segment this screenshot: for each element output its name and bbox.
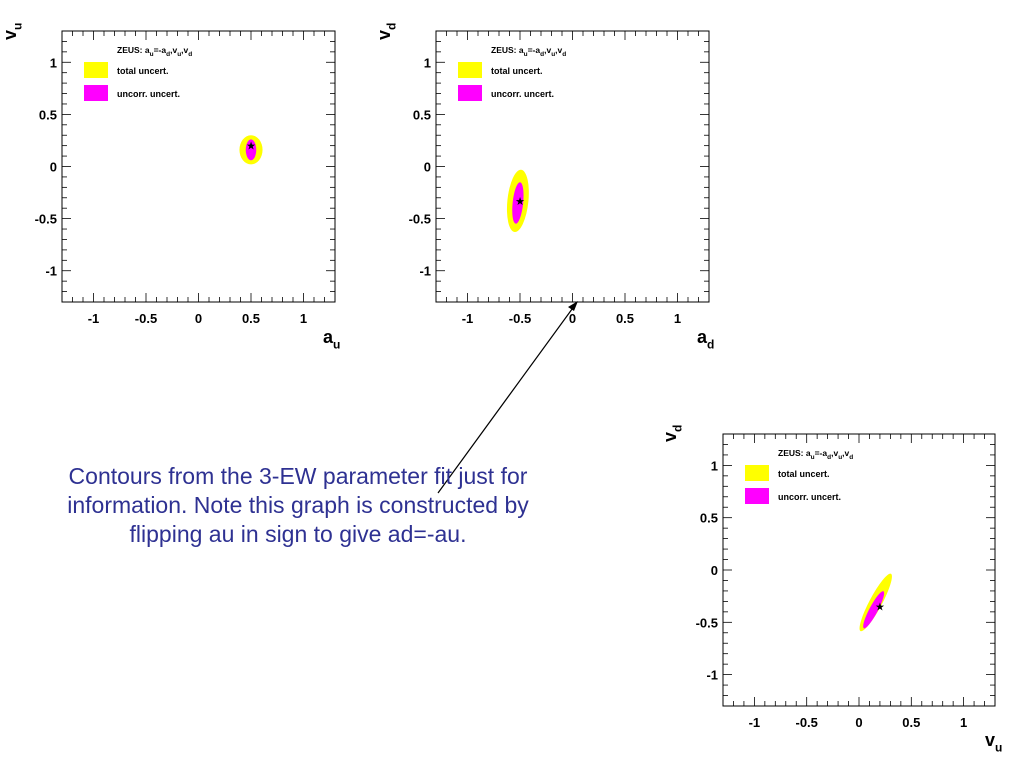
x-tick-label: -0.5: [795, 715, 817, 730]
legend-label-total: total uncert.: [491, 66, 543, 76]
legend-label-uncorr: uncorr. uncert.: [117, 89, 180, 99]
x-tick-label: -1: [462, 311, 474, 326]
y-tick-label: -1: [45, 264, 57, 279]
x-tick-label: 1: [960, 715, 967, 730]
y-tick-label: -0.5: [409, 212, 431, 227]
best-fit-star: ★: [515, 195, 525, 208]
y-tick-label: 0.5: [413, 107, 431, 122]
x-tick-label: 0.5: [242, 311, 260, 326]
y-axis-label: vd​: [660, 425, 684, 442]
x-tick-label: 0: [569, 311, 576, 326]
x-tick-label: 1: [674, 311, 681, 326]
annotation-arrow-head: [568, 301, 578, 311]
x-tick-label: 0: [195, 311, 202, 326]
annotation-text: Contours from the 3-EW parameter fit jus…: [67, 463, 529, 547]
annotation-arrow-line: [437, 304, 576, 494]
contour-panel-au-vu: -1 -0.5 0 0.5 1 -1 -0.5 0 0.5 1 au​ vu​ ★ ZEUS: au​=-…: [0, 23, 340, 352]
legend-title: ZEUS: au​=-ad​,vu​,vd​: [117, 45, 192, 58]
x-tick-label: -0.5: [135, 311, 157, 326]
best-fit-star: ★: [875, 601, 885, 614]
x-tick-label: -0.5: [509, 311, 531, 326]
x-tick-label: -1: [88, 311, 100, 326]
x-axis-label: vu​: [985, 730, 1002, 754]
x-tick-label: 1: [300, 311, 307, 326]
y-tick-label: 0.5: [700, 511, 718, 526]
x-tick-label: -1: [749, 715, 761, 730]
legend-swatch-total: [458, 62, 482, 78]
legend-swatch-total: [745, 465, 769, 481]
y-tick-label: 0.5: [39, 107, 57, 122]
y-tick-label: -1: [419, 264, 431, 279]
legend-title: ZEUS: au​=-ad​,vu​,vd​: [778, 448, 853, 461]
legend-label-total: total uncert.: [117, 66, 169, 76]
y-axis-label: vu​: [0, 23, 24, 40]
y-tick-label: -1: [706, 668, 718, 683]
contour-panel-ad-vd: -1 -0.5 0 0.5 1 -1 -0.5 0 0.5 1 ad​ vd​ ★ ZEUS: au​=-…: [374, 23, 714, 352]
y-tick-label: 0: [424, 160, 431, 175]
y-tick-label: -0.5: [696, 615, 718, 630]
y-tick-label: 1: [711, 458, 718, 473]
legend-swatch-total: [84, 62, 108, 78]
legend-title: ZEUS: au​=-ad​,vu​,vd​: [491, 45, 566, 58]
y-tick-label: -0.5: [35, 212, 57, 227]
legend-swatch-uncorr: [458, 85, 482, 101]
y-tick-label: 1: [50, 55, 57, 70]
legend-swatch-uncorr: [745, 488, 769, 504]
x-tick-label: 0.5: [616, 311, 634, 326]
x-tick-label: 0.5: [902, 715, 920, 730]
x-tick-label: 0: [855, 715, 862, 730]
y-tick-label: 1: [424, 55, 431, 70]
y-axis-label: vd​: [374, 23, 398, 40]
legend-label-total: total uncert.: [778, 469, 830, 479]
y-tick-label: 0: [711, 563, 718, 578]
x-axis-label: au​: [323, 327, 340, 351]
y-tick-label: 0: [50, 160, 57, 175]
x-axis-label: ad​: [697, 327, 714, 351]
legend-label-uncorr: uncorr. uncert.: [778, 492, 841, 502]
legend-swatch-uncorr: [84, 85, 108, 101]
contour-panel-vu-vd: -1 -0.5 0 0.5 1 -1 -0.5 0 0.5 1 vu​ vd​ ★ ZEUS: au​=-…: [660, 425, 1002, 755]
best-fit-star: ★: [246, 140, 256, 153]
uncorr-uncert-contour: [863, 591, 885, 629]
uncorr-uncert-contour: [245, 139, 257, 161]
legend-label-uncorr: uncorr. uncert.: [491, 89, 554, 99]
uncorr-uncert-contour: [512, 182, 524, 224]
